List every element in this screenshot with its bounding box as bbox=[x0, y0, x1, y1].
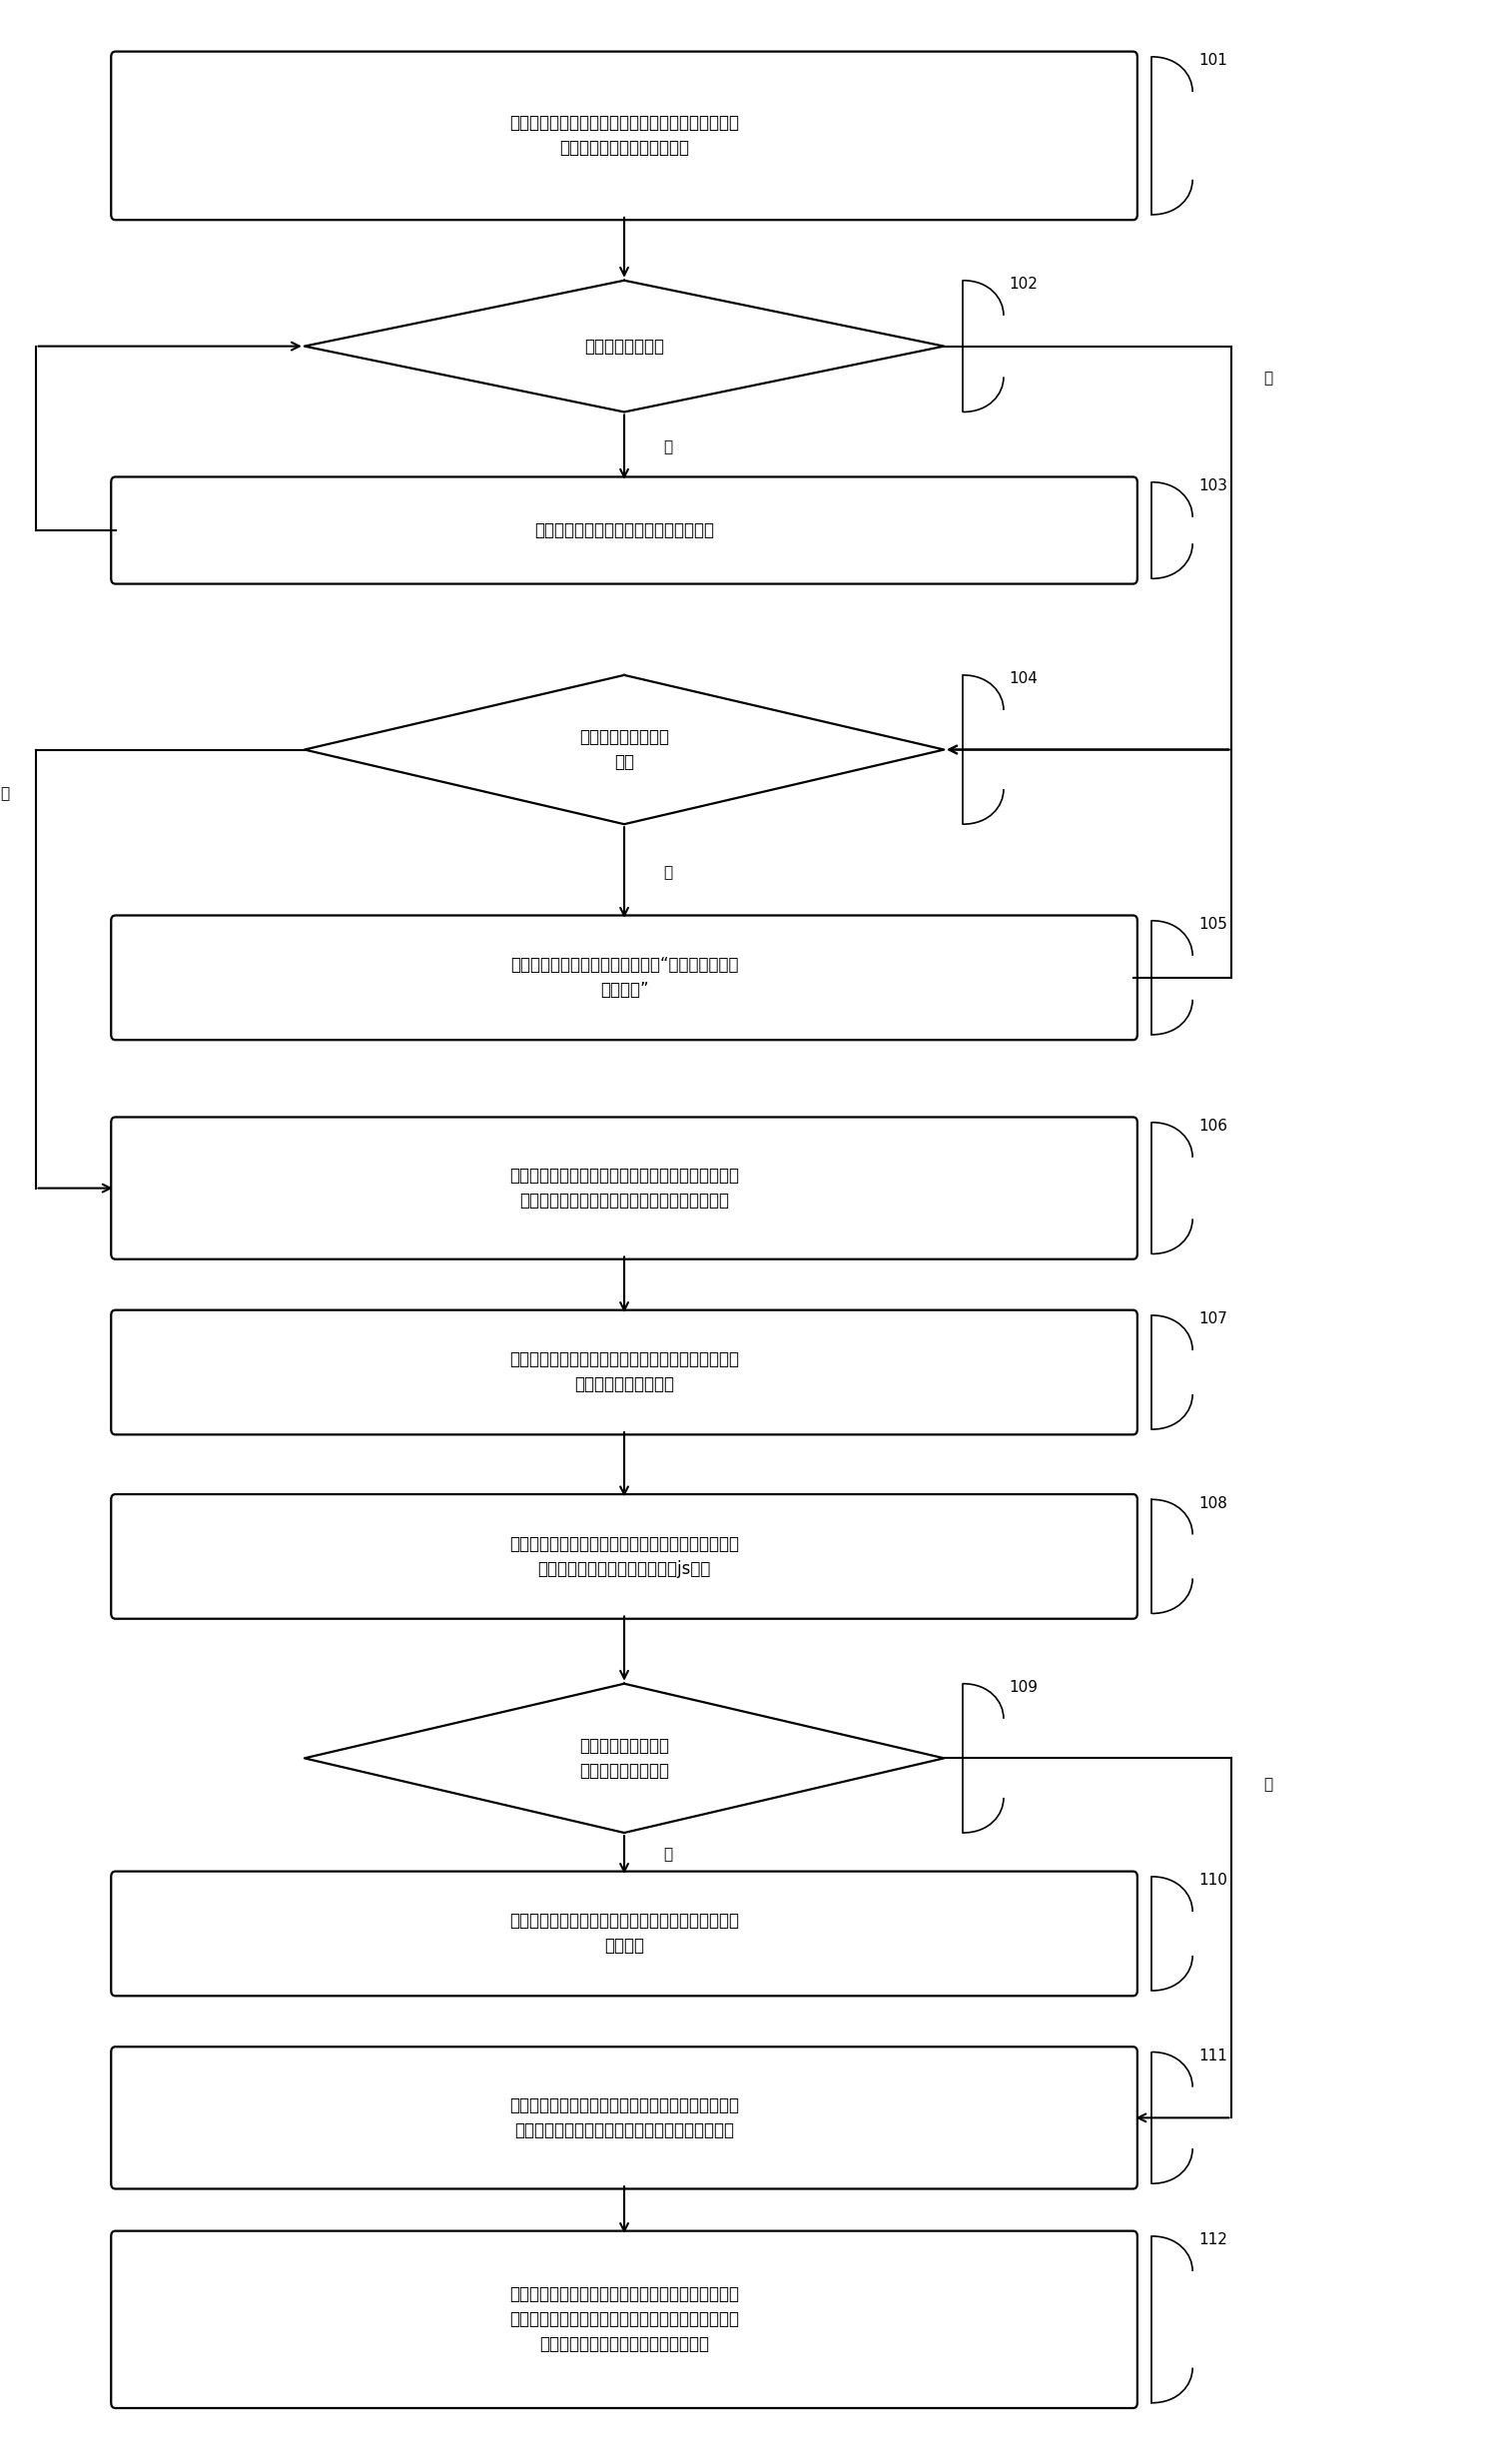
FancyBboxPatch shape bbox=[111, 2048, 1137, 2188]
Text: 否: 否 bbox=[663, 1848, 672, 1863]
Text: 107: 107 bbox=[1198, 1311, 1227, 1326]
Text: 110: 110 bbox=[1198, 1873, 1227, 1887]
FancyBboxPatch shape bbox=[111, 1311, 1137, 1434]
Text: 售气客户端根据燃气卡的卡型确定读卡函数，调用对
应的读卡函数，获取燃气卡上的卡号和用户编号: 售气客户端根据燃气卡的卡型确定读卡函数，调用对 应的读卡函数，获取燃气卡上的卡号… bbox=[510, 1165, 739, 1210]
Text: 验证用户编号和卡号
的对应关系是否正确: 验证用户编号和卡号 的对应关系是否正确 bbox=[580, 1737, 669, 1779]
FancyBboxPatch shape bbox=[111, 917, 1137, 1040]
Text: 售气客户端终止交易，向用户提示“卡类型错误，请
重新插卡”: 售气客户端终止交易，向用户提示“卡类型错误，请 重新插卡” bbox=[510, 956, 739, 998]
Text: 售气客户端在页面中提示用户插入燃气卡: 售气客户端在页面中提示用户插入燃气卡 bbox=[535, 522, 715, 540]
Text: 112: 112 bbox=[1198, 2232, 1227, 2247]
FancyBboxPatch shape bbox=[111, 478, 1137, 584]
Text: 103: 103 bbox=[1198, 478, 1227, 493]
Text: 在监控到后台服务器数据库操作成功，通过读卡器将
购气量写入燃气卡，若监控超时或监控到后台服务器
数据库操作失败，则抛出异常回滚事务: 在监控到后台服务器数据库操作成功，通过读卡器将 购气量写入燃气卡，若监控超时或监… bbox=[510, 2287, 739, 2353]
FancyBboxPatch shape bbox=[111, 1870, 1137, 1996]
Text: 用户点击售气客户端页面中的售气按鈕，发起交易请
求，售气客户端接收交易请求: 用户点击售气客户端页面中的售气按鈕，发起交易请 求，售气客户端接收交易请求 bbox=[510, 113, 739, 158]
FancyBboxPatch shape bbox=[111, 1493, 1137, 1619]
Polygon shape bbox=[305, 675, 944, 823]
Text: 否: 否 bbox=[663, 439, 672, 453]
Text: 106: 106 bbox=[1198, 1119, 1227, 1133]
Polygon shape bbox=[305, 1683, 944, 1833]
FancyBboxPatch shape bbox=[111, 1116, 1137, 1259]
Text: 是: 是 bbox=[1263, 1777, 1274, 1791]
Text: 105: 105 bbox=[1198, 917, 1227, 931]
Polygon shape bbox=[305, 281, 944, 411]
Text: 109: 109 bbox=[1009, 1680, 1039, 1695]
Text: 111: 111 bbox=[1198, 2048, 1227, 2062]
FancyBboxPatch shape bbox=[111, 52, 1137, 219]
Text: 售气客户端根据获取到的卡号，在后台服务器中查询
燃气卡中的气量等信息: 售气客户端根据获取到的卡号，在后台服务器中查询 燃气卡中的气量等信息 bbox=[510, 1350, 739, 1395]
Text: 102: 102 bbox=[1009, 276, 1039, 291]
Text: 售气客户端直接将错误信息返回到页面上，终止本次
售气交易: 售气客户端直接将错误信息返回到页面上，终止本次 售气交易 bbox=[510, 1912, 739, 1954]
Text: 是否确定了燃气卡的
类型: 是否确定了燃气卡的 类型 bbox=[580, 729, 669, 771]
Text: 108: 108 bbox=[1198, 1496, 1227, 1510]
FancyBboxPatch shape bbox=[111, 2230, 1137, 2407]
Text: 是否已插入燃气卡: 是否已插入燃气卡 bbox=[584, 338, 664, 355]
Text: 售气客户端将燃气购买信息发送到后台服务器进行数
据库操作，同时监控后台数据库的数据库操作状态: 售气客户端将燃气购买信息发送到后台服务器进行数 据库操作，同时监控后台数据库的数… bbox=[510, 2097, 739, 2139]
Text: 是: 是 bbox=[1263, 370, 1274, 384]
Text: 是: 是 bbox=[0, 786, 9, 801]
Text: 104: 104 bbox=[1009, 673, 1039, 687]
Text: 否: 否 bbox=[663, 865, 672, 880]
Text: 用户填写气量、费用等信息，填写完成后，售气客户
端的页面会对必填项进行基本的js验证: 用户填写气量、费用等信息，填写完成后，售气客户 端的页面会对必填项进行基本的js… bbox=[510, 1535, 739, 1577]
Text: 101: 101 bbox=[1198, 54, 1227, 69]
